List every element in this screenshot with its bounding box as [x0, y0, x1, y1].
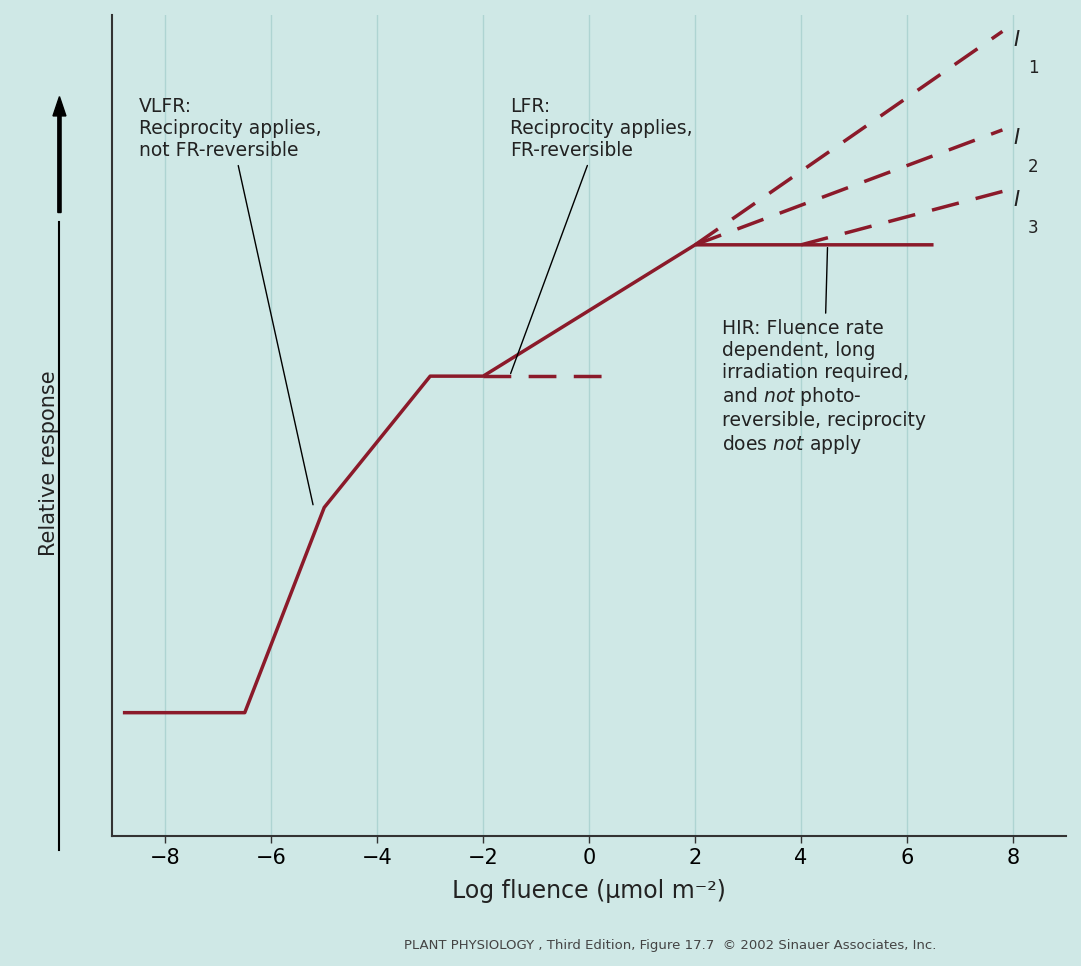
- Text: Relative response: Relative response: [39, 371, 58, 556]
- Text: I: I: [1013, 189, 1019, 210]
- Text: 2: 2: [1028, 157, 1039, 176]
- Text: I: I: [1013, 128, 1019, 148]
- Text: LFR:
Reciprocity applies,
FR-reversible: LFR: Reciprocity applies, FR-reversible: [509, 97, 692, 374]
- Text: HIR: Fluence rate
dependent, long
irradiation required,
and $\it{not}$ photo-
re: HIR: Fluence rate dependent, long irradi…: [722, 247, 925, 457]
- Text: PLANT PHYSIOLOGY , Third Edition, Figure 17.7  © 2002 Sinauer Associates, Inc.: PLANT PHYSIOLOGY , Third Edition, Figure…: [404, 939, 936, 952]
- X-axis label: Log fluence (μmol m⁻²): Log fluence (μmol m⁻²): [452, 879, 726, 902]
- Text: 1: 1: [1028, 59, 1039, 77]
- Text: VLFR:
Reciprocity applies,
not FR-reversible: VLFR: Reciprocity applies, not FR-revers…: [138, 97, 321, 505]
- Text: 3: 3: [1028, 219, 1039, 238]
- Text: I: I: [1013, 30, 1019, 49]
